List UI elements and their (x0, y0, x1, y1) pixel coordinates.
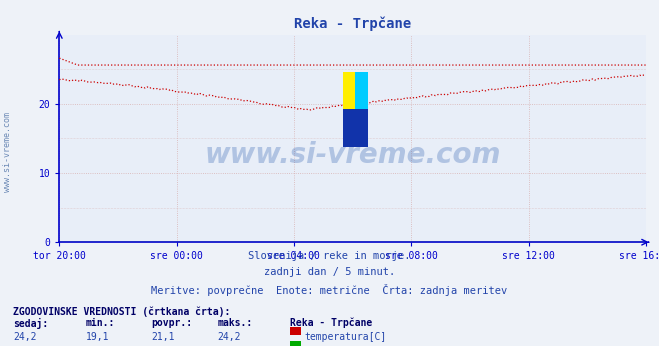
FancyBboxPatch shape (343, 109, 368, 147)
Text: temperatura[C]: temperatura[C] (304, 332, 387, 342)
Text: Meritve: povprečne  Enote: metrične  Črta: zadnja meritev: Meritve: povprečne Enote: metrične Črta:… (152, 284, 507, 296)
Text: Reka - Trpčane: Reka - Trpčane (290, 318, 372, 328)
Text: 24,2: 24,2 (217, 332, 241, 342)
Text: 19,1: 19,1 (86, 332, 109, 342)
Text: min.:: min.: (86, 318, 115, 328)
Text: sedaj:: sedaj: (13, 318, 48, 329)
FancyBboxPatch shape (343, 72, 357, 109)
Text: maks.:: maks.: (217, 318, 252, 328)
Text: zadnji dan / 5 minut.: zadnji dan / 5 minut. (264, 267, 395, 277)
Text: povpr.:: povpr.: (152, 318, 192, 328)
Text: www.si-vreme.com: www.si-vreme.com (204, 141, 501, 169)
Text: www.si-vreme.com: www.si-vreme.com (3, 112, 13, 192)
Text: 24,2: 24,2 (13, 332, 37, 342)
FancyBboxPatch shape (355, 72, 368, 109)
Text: 21,1: 21,1 (152, 332, 175, 342)
Title: Reka - Trpčane: Reka - Trpčane (294, 16, 411, 31)
Text: ZGODOVINSKE VREDNOSTI (črtkana črta):: ZGODOVINSKE VREDNOSTI (črtkana črta): (13, 306, 231, 317)
Text: Slovenija / reke in morje.: Slovenija / reke in morje. (248, 251, 411, 261)
